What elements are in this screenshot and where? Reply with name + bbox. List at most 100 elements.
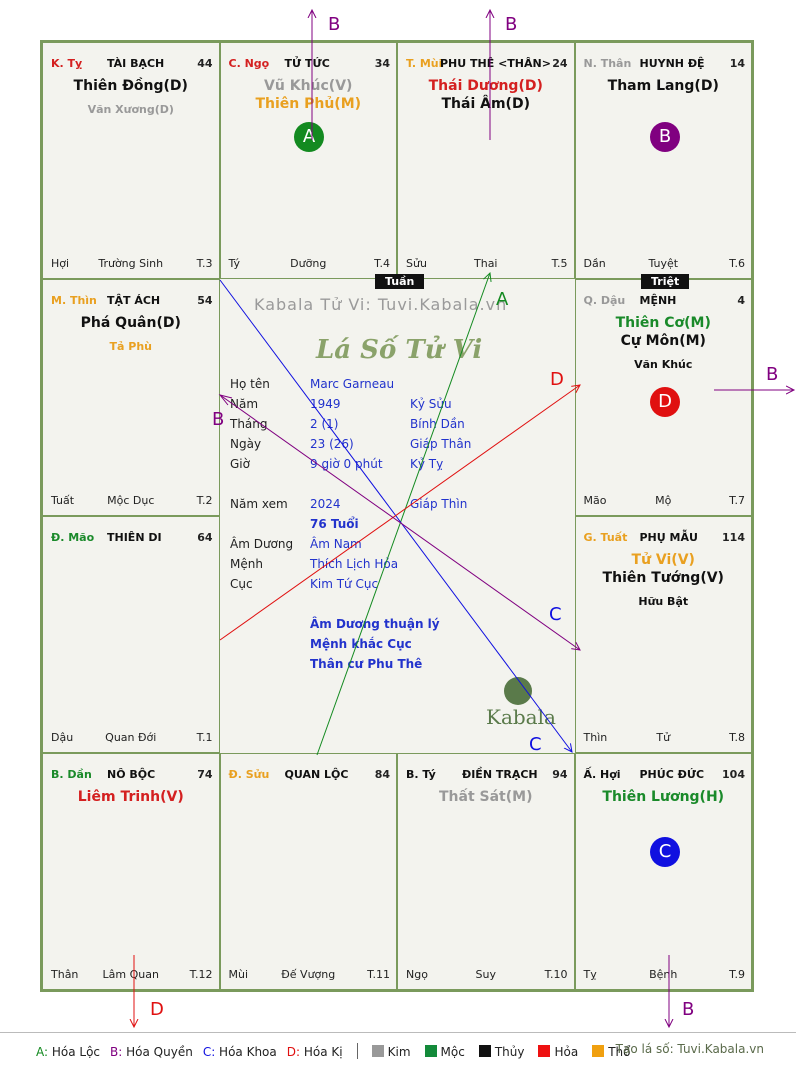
legend-hoa-text: Hóa Lộc <box>48 1045 101 1059</box>
palace-stars: Phá Quân(D) Tả Phù <box>43 314 219 353</box>
arrow-b-top-right-label: B <box>505 14 517 35</box>
info-value: Âm Nam <box>310 537 362 551</box>
palace-bottom-left: Dậu <box>51 731 74 744</box>
tuan-tag: Tuần <box>375 274 425 289</box>
palace-cell[interactable]: Đ. Sửu QUAN LỘC 84 Mùi Đế Vượng T.11 <box>219 753 397 990</box>
info-note: Mệnh khắc Cục <box>310 637 412 651</box>
info-value: 1949 <box>310 397 341 411</box>
palace-stage: Lâm Quan <box>102 968 159 981</box>
palace-cell[interactable]: K. Tỵ TÀI BẠCH 44 Thiên Đồng(D) Văn Xương(D)… <box>42 42 220 279</box>
watermark: Kabala Tử Vi: Tuvi.Kabala.vn <box>254 295 508 314</box>
legend <box>0 1032 796 1033</box>
arrow-c-blue <box>219 279 572 752</box>
legend-element-name: Mộc <box>440 1045 465 1059</box>
major-star: Tử Vi(V) <box>631 552 695 568</box>
palace-branch: Q. Dậu <box>583 294 626 307</box>
triet-tag: Triệt <box>641 274 690 289</box>
palace-stars: Vũ Khúc(V) Thiên Phủ(M) <box>221 77 397 113</box>
palace-stage: Bệnh <box>649 968 678 981</box>
major-star: Cự Môn(M) <box>620 333 706 349</box>
palace-cell[interactable]: C. Ngọ TỬ TỨC 34 Vũ Khúc(V) Thiên Phủ(M) Tý Dư… <box>219 42 397 279</box>
palace-cell[interactable]: T. Mùi PHU THÊ <THÂN> 24 Thái Dương(D) Thái … <box>397 42 575 279</box>
palace-cell[interactable]: N. Thân HUYNH ĐỆ 14 Tham Lang(D) Dần Tuyệt T.6 <box>574 42 752 279</box>
palace-age: 24 <box>552 57 568 70</box>
palace-cell[interactable]: Q. Dậu MỆNH 4 Thiên Cơ(M) Cự Môn(M) Văn Khúc M… <box>574 279 752 516</box>
palace-bottom-left: Tỵ <box>583 968 597 981</box>
info-label: Mệnh <box>230 557 263 571</box>
palace-age: 94 <box>552 768 568 781</box>
palace-age: 4 <box>737 294 745 307</box>
palace-stage: Mộc Dục <box>107 494 155 507</box>
palace-cell[interactable]: Đ. Mão THIÊN DI 64 Dậu Quan Đới T.1 <box>42 516 220 753</box>
palace-stars: Thái Dương(D) Thái Âm(D) <box>398 77 574 113</box>
palace-cell[interactable]: B. Dần NÔ BỘC 74 Liêm Trinh(V) Thân Lâm Quan T… <box>42 753 220 990</box>
info-value: 76 Tuổi <box>310 517 359 531</box>
palace-age: 114 <box>722 531 745 544</box>
palace-stars: Liêm Trinh(V) <box>43 788 219 806</box>
palace-period: T.9 <box>729 968 745 981</box>
palace-period: T.5 <box>551 257 568 270</box>
info-extra: Giáp Thìn <box>410 497 468 511</box>
palace-bottom-left: Thân <box>51 968 79 981</box>
palace-name: ĐIỀN TRẠCH <box>462 768 538 781</box>
tree-icon <box>504 677 532 705</box>
palace-stars: Thiên Cơ(M) Cự Môn(M) Văn Khúc <box>576 314 752 371</box>
info-label: Tháng <box>230 417 268 431</box>
palace-age: 44 <box>197 57 213 70</box>
palace-bottom-left: Ngọ <box>406 968 428 981</box>
palace-stage: Suy <box>475 968 496 981</box>
info-note: Âm Dương thuận lý <box>310 617 440 631</box>
info-label: Âm Dương <box>230 537 294 551</box>
palace-stars: Tham Lang(D) <box>576 77 752 95</box>
legend-element-name: Thủy <box>494 1045 525 1059</box>
palace-age: 74 <box>197 768 213 781</box>
kabala-logo: Kabala <box>486 677 556 729</box>
palace-name: PHỤ MẪU <box>639 531 698 544</box>
info-extra: Bính Dần <box>410 417 465 431</box>
arrow-bc-purple <box>219 394 580 650</box>
palace-stage: Dưỡng <box>290 257 327 270</box>
palace-branch: C. Ngọ <box>228 57 270 70</box>
palace-branch: G. Tuất <box>583 531 628 544</box>
palace-cell[interactable]: Ấ. Hợi PHÚC ĐỨC 104 Thiên Lương(H) Tỵ Bệnh T.9 <box>574 753 752 990</box>
palace-period: T.6 <box>729 257 745 270</box>
legend-element-item: Thổ <box>592 1045 630 1059</box>
info-label: Ngày <box>230 437 262 451</box>
legend-separator <box>356 1043 358 1059</box>
palace-stage: Quan Đới <box>105 731 157 744</box>
horoscope-chart: K. Tỵ TÀI BẠCH 44 Thiên Đồng(D) Văn Xương(D)… <box>40 40 754 992</box>
palace-age: 104 <box>722 768 745 781</box>
kabala-brand: Kabala <box>486 705 556 729</box>
info-label: Năm xem <box>230 497 288 511</box>
element-swatch <box>478 1045 491 1057</box>
palace-stage: Đế Vượng <box>281 968 336 981</box>
minor-star: Văn Khúc <box>634 358 693 371</box>
palace-stage: Tử <box>656 731 671 744</box>
palace-cell[interactable]: M. Thìn TẬT ÁCH 54 Phá Quân(D) Tả Phù Tuất Mộc… <box>42 279 220 516</box>
major-star: Thiên Lương(H) <box>602 789 725 805</box>
legend-hoa-key: B: <box>110 1045 123 1059</box>
info-extra: Kỷ Tỵ <box>410 457 444 471</box>
palace-name: TẬT ÁCH <box>107 294 161 307</box>
legend-credit: Tạo lá số: Tuvi.Kabala.vn <box>615 1042 764 1056</box>
info-value: Marc Garneau <box>310 377 395 391</box>
legend-hoa-item: C: Hóa Khoa <box>203 1045 277 1059</box>
major-star: Thái Âm(D) <box>441 96 530 112</box>
legend-element-name: Thổ <box>608 1045 631 1059</box>
palace-name: TỬ TỨC <box>284 57 330 70</box>
chart-title: Lá Số Tử Vi <box>316 335 483 365</box>
center-panel: Kabala Tử Vi: Tuvi.Kabala.vn Lá Số Tử Vi H… <box>220 279 575 753</box>
palace-bottom-left: Dần <box>583 257 606 270</box>
palace-cell[interactable]: B. Tý ĐIỀN TRẠCH 94 Thất Sát(M) Ngọ Suy T.10 <box>397 753 575 990</box>
legend-hoa-key: D: <box>286 1045 301 1059</box>
arrow-b-top-left-label: B <box>328 14 340 35</box>
major-star: Phá Quân(D) <box>80 315 181 331</box>
palace-name: TÀI BẠCH <box>107 57 165 70</box>
major-star: Thiên Tướng(V) <box>602 570 724 586</box>
legend-element-name: Hỏa <box>554 1045 579 1059</box>
palace-name: MỆNH <box>639 294 677 307</box>
palace-cell[interactable]: G. Tuất PHỤ MẪU 114 Tử Vi(V) Thiên Tướng(V) H… <box>574 516 752 753</box>
palace-stage: Mộ <box>655 494 672 507</box>
palace-period: T.8 <box>729 731 745 744</box>
palace-branch: B. Tý <box>406 768 436 781</box>
